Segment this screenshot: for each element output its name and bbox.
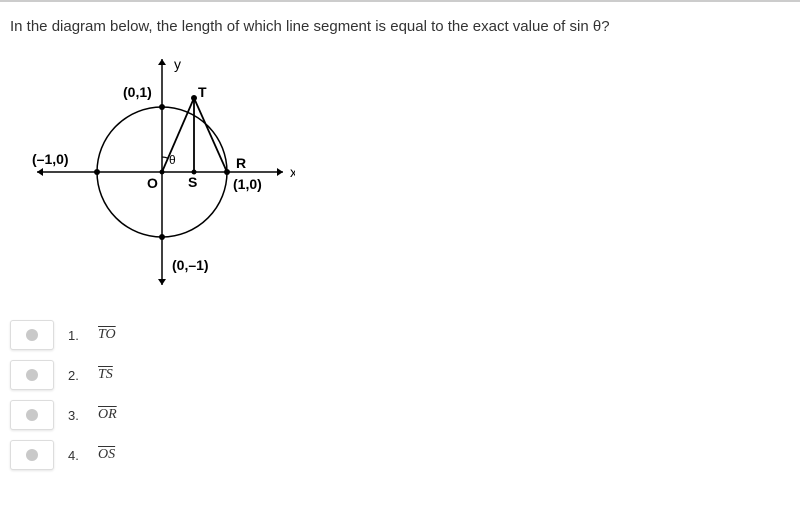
svg-text:θ: θ [169, 153, 176, 167]
option-3-number: 3. [68, 408, 84, 423]
option-1-label: TO [98, 327, 116, 343]
question-text: In the diagram below, the length of whic… [10, 18, 790, 35]
answer-options: 1. TO 2. TS 3. OR 4. OS [10, 320, 790, 470]
option-1-number: 1. [68, 328, 84, 343]
svg-text:x: x [290, 164, 295, 180]
radio-icon [26, 329, 38, 341]
svg-text:O: O [147, 175, 158, 191]
option-3[interactable]: 3. OR [10, 400, 790, 430]
option-1[interactable]: 1. TO [10, 320, 790, 350]
svg-text:R: R [236, 155, 246, 171]
svg-text:(0,–1): (0,–1) [172, 257, 209, 273]
option-2-label: TS [98, 367, 113, 383]
option-4-number: 4. [68, 448, 84, 463]
radio-icon [26, 409, 38, 421]
svg-text:y: y [174, 56, 181, 72]
svg-text:T: T [198, 84, 207, 100]
option-2-number: 2. [68, 368, 84, 383]
svg-text:(0,1): (0,1) [123, 84, 152, 100]
diagram-container: y x (0,1) (0,–1) (–1,0) (1,0) T R S Oθ [10, 47, 300, 302]
svg-text:(1,0): (1,0) [233, 176, 262, 192]
unit-circle-diagram: y x (0,1) (0,–1) (–1,0) (1,0) T R S Oθ [15, 47, 295, 302]
radio-icon [26, 449, 38, 461]
option-1-box[interactable] [10, 320, 54, 350]
option-2-box[interactable] [10, 360, 54, 390]
content-area: In the diagram below, the length of whic… [0, 10, 800, 478]
option-4-box[interactable] [10, 440, 54, 470]
radio-icon [26, 369, 38, 381]
option-3-box[interactable] [10, 400, 54, 430]
svg-text:(–1,0): (–1,0) [32, 151, 69, 167]
option-4[interactable]: 4. OS [10, 440, 790, 470]
svg-text:S: S [188, 174, 197, 190]
option-2[interactable]: 2. TS [10, 360, 790, 390]
option-3-label: OR [98, 407, 117, 423]
top-divider [0, 0, 800, 10]
option-4-label: OS [98, 447, 115, 463]
